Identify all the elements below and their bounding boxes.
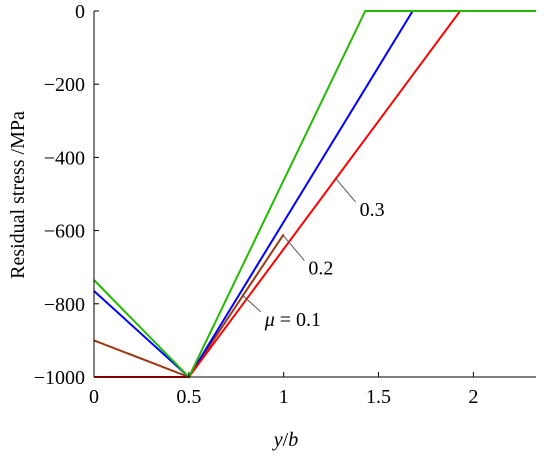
y-tick-label: 0	[75, 1, 85, 23]
annotation-label-0: 0.3	[360, 199, 385, 221]
y-tick-label: −400	[44, 147, 85, 169]
x-tick-label: 0	[89, 386, 99, 408]
x-tick-label: 1.5	[366, 386, 391, 408]
x-axis-label: y/b	[272, 429, 298, 451]
annotation-layer: 0.3 0.2 μ = 0.1	[241, 177, 385, 331]
axes-layer: 0 0.5 1 1.5 2 0 −200 −400 −600 −800 −1000	[34, 1, 536, 408]
y-axis-label: Residual stress /MPa	[7, 111, 29, 279]
annotation-leader-2	[241, 294, 262, 313]
series-line-green	[93, 10, 536, 379]
y-tick-label: −600	[44, 221, 85, 243]
annotation-leader-0	[334, 177, 356, 203]
x-tick-label: 0.5	[176, 386, 201, 408]
y-tick-label: −800	[44, 294, 85, 316]
plot-background	[94, 11, 536, 377]
annotation-leader-1	[283, 235, 305, 261]
plot-area	[94, 11, 536, 377]
x-tick-label: 1	[279, 386, 289, 408]
annotation-label-2: μ = 0.1	[264, 309, 321, 331]
x-tick-label: 2	[468, 386, 478, 408]
annotation-label-1: 0.2	[308, 258, 333, 280]
y-tick-label: −200	[44, 74, 85, 96]
y-tick-label: −1000	[34, 367, 85, 389]
